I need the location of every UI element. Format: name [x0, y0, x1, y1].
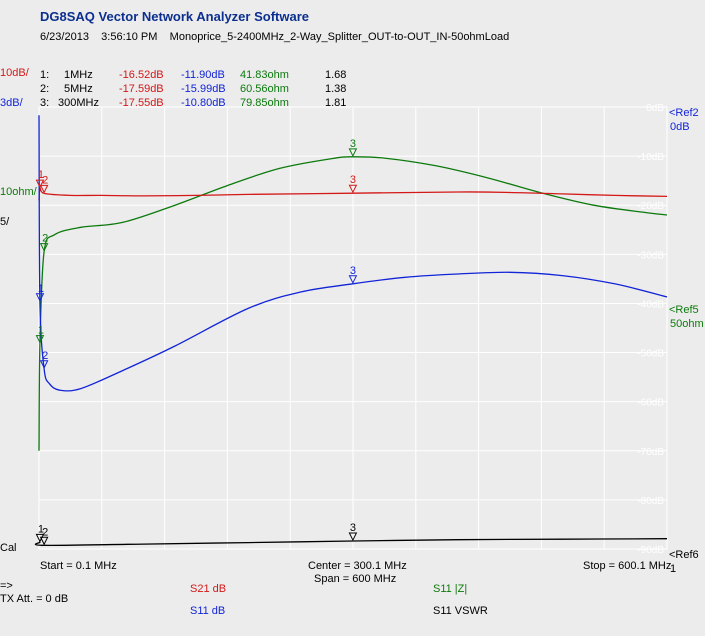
- cal-label: Cal: [0, 542, 17, 554]
- marker-s21: -17.55dB: [119, 97, 164, 109]
- marker-s11: -15.99dB: [181, 83, 226, 95]
- marker-s11: -11.90dB: [181, 69, 225, 81]
- marker-z: 79.85ohm: [240, 97, 289, 109]
- marker-index: 2:: [40, 83, 50, 95]
- svg-text:2: 2: [42, 350, 48, 362]
- svg-text:1: 1: [38, 325, 44, 337]
- marker-freq: 5MHz: [64, 83, 93, 95]
- y-tick-labels: 0dB -10dB -20dB -30dB -40dB -50dB -60dB -70dB -8…: [637, 103, 664, 556]
- marker-index: 1:: [40, 69, 50, 81]
- legend-s11-db[interactable]: S11 dB: [190, 605, 226, 617]
- marker-freq: 300MHz: [58, 97, 99, 109]
- ref2-label: <Ref2: [669, 107, 699, 119]
- span-frequency: Span = 600 MHz: [314, 573, 397, 585]
- ref5-value: 50ohm: [670, 318, 704, 330]
- marker-2: 2: [39, 174, 49, 194]
- marker-index: 3:: [40, 97, 50, 109]
- measurement-date: 6/23/2013: [40, 31, 89, 43]
- z-scale-label: 10ohm/: [0, 186, 37, 198]
- ref2-value: 0dB: [670, 121, 690, 133]
- ref6-value: 1: [670, 563, 677, 575]
- y-tick-label: -50dB: [637, 349, 664, 360]
- svg-text:3: 3: [350, 265, 356, 277]
- marker-vswr: 1.38: [325, 83, 347, 95]
- marker-3: 3: [348, 265, 358, 284]
- marker-3: 3: [348, 522, 358, 542]
- y-tick-label: -20dB: [637, 201, 664, 212]
- marker-vswr: 1.68: [325, 69, 347, 81]
- marker-1: 1: [35, 283, 45, 302]
- s11-scale-label: 3dB/: [0, 97, 23, 109]
- vswr-scale-label: 5/: [0, 216, 10, 228]
- marker-3: 3: [348, 174, 358, 194]
- measurement-name: Monoprice_5-2400MHz_2-Way_Splitter_OUT-t…: [169, 31, 510, 43]
- y-tick-label: -90dB: [637, 545, 664, 556]
- ref5-label: <Ref5: [669, 304, 699, 316]
- marker-2: 2: [39, 350, 49, 369]
- app-title: DG8SAQ Vector Network Analyzer Software: [40, 9, 309, 24]
- svg-text:2: 2: [42, 526, 48, 538]
- tx-attenuation[interactable]: TX Att. = 0 dB: [0, 593, 69, 605]
- svg-text:3: 3: [350, 174, 356, 186]
- start-frequency: Start = 0.1 MHz: [40, 560, 117, 572]
- measurement-time: 3:56:10 PM: [101, 31, 158, 43]
- y-tick-label: -30dB: [637, 250, 664, 261]
- svg-text:2: 2: [42, 233, 48, 245]
- y-tick-label: -80dB: [637, 496, 664, 507]
- svg-text:1: 1: [38, 169, 44, 181]
- marker-1: 1: [35, 169, 45, 189]
- marker-z: 60.56ohm: [240, 83, 289, 95]
- marker-1: 1: [35, 523, 45, 543]
- marker-vswr: 1.81: [325, 97, 347, 109]
- legend-s11-z[interactable]: S11 |Z|: [433, 583, 468, 595]
- y-tick-label: -70dB: [637, 447, 664, 458]
- plot-series: [34, 115, 668, 547]
- marker-s21: -17.59dB: [119, 83, 164, 95]
- marker-s11: -10.80dB: [181, 97, 226, 109]
- series-line-s11-vswr: [34, 538, 668, 547]
- measurement-info: 6/23/2013 3:56:10 PM Monoprice_5-2400MHz…: [40, 31, 509, 43]
- series-line-s21-db: [38, 187, 668, 201]
- marker-freq: 1MHz: [64, 69, 93, 81]
- svg-text:1: 1: [38, 523, 44, 535]
- marker-2: 2: [39, 526, 49, 546]
- svg-text:3: 3: [350, 522, 356, 534]
- series-line-s11-db: [38, 115, 668, 392]
- s21-scale-label: 10dB/: [0, 67, 29, 79]
- svg-text:2: 2: [42, 174, 48, 186]
- ref6-label: <Ref6: [669, 549, 699, 561]
- marker-s21: -16.52dB: [119, 69, 164, 81]
- y-tick-label: -60dB: [637, 398, 664, 409]
- legend-s21-db[interactable]: S21 dB: [190, 583, 227, 595]
- y-tick-label: -40dB: [637, 299, 664, 310]
- marker-3: 3: [348, 138, 358, 157]
- y-tick-label: 0dB: [646, 103, 664, 114]
- center-frequency: Center = 300.1 MHz: [308, 560, 407, 572]
- svg-text:3: 3: [350, 138, 356, 150]
- marker-2: 2: [39, 233, 49, 252]
- arrow-indicator: =>: [0, 580, 13, 592]
- svg-text:1: 1: [38, 283, 44, 295]
- y-tick-label: -10dB: [637, 152, 664, 163]
- legend-s11-vswr[interactable]: S11 VSWR: [433, 605, 488, 617]
- stop-frequency: Stop = 600.1 MHz: [583, 560, 672, 572]
- marker-z: 41.83ohm: [240, 69, 289, 81]
- marker-1: 1: [35, 325, 45, 344]
